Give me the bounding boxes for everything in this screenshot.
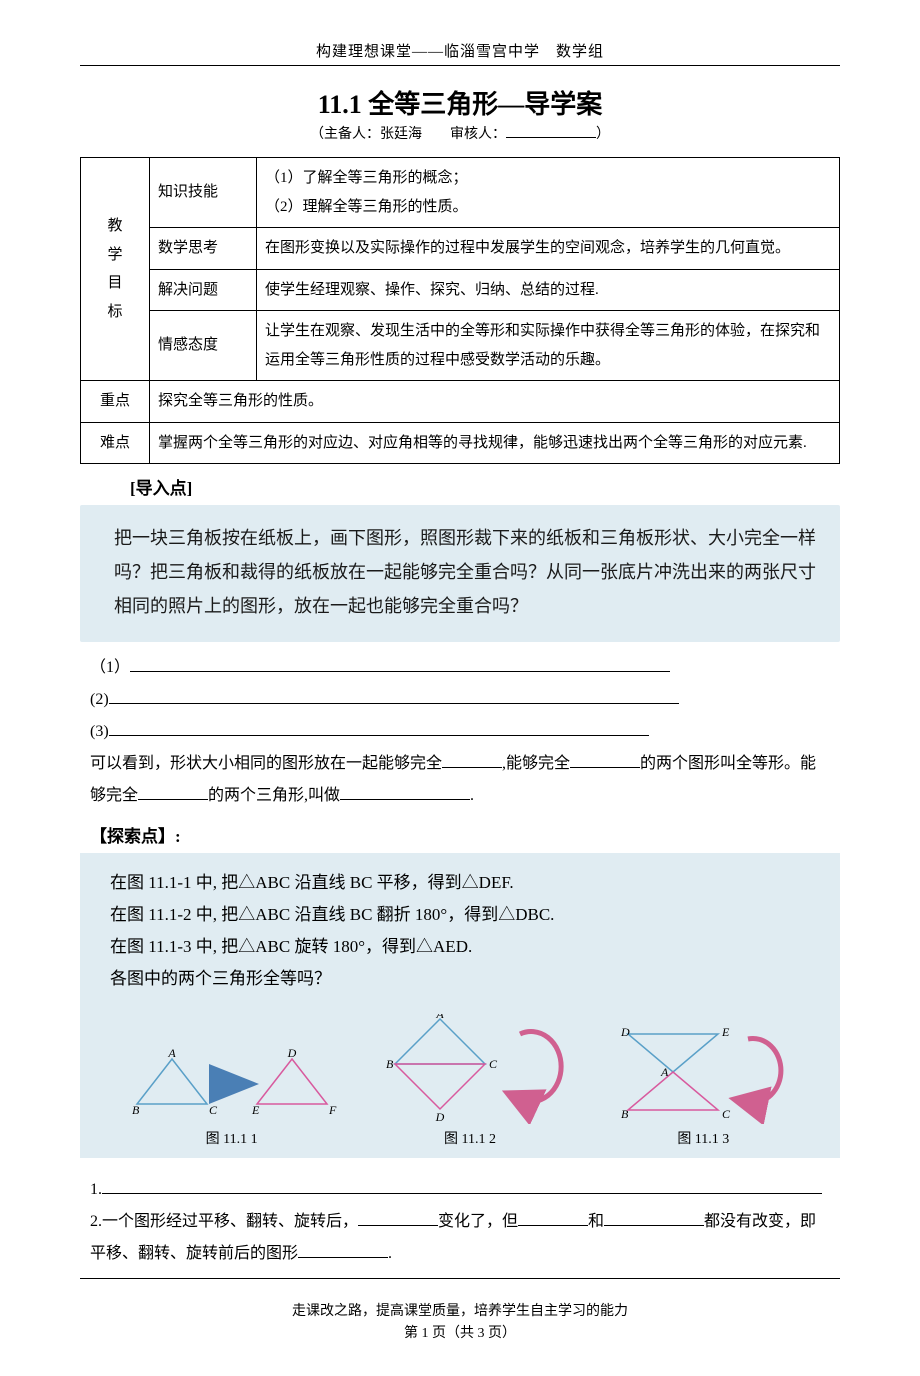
- intro-blanks: （1） (2) (3) 可以看到，形状大小相同的图形放在一起能够完全 ,能够完全的…: [80, 652, 840, 812]
- fig1-svg: A B C D E F: [127, 1049, 337, 1124]
- after-blank1[interactable]: [102, 1179, 822, 1194]
- figure-2: A B C D 图 11.1 2: [370, 1014, 570, 1148]
- header-rule: [80, 65, 840, 66]
- page-header: 构建理想课堂——临淄雪宫中学 数学组: [80, 40, 840, 61]
- zhongdian-content: 探究全等三角形的性质。: [150, 381, 840, 423]
- intro-section-label: [导入点]: [130, 474, 840, 499]
- fig2-svg: A B C D: [370, 1014, 570, 1124]
- fig3-caption: 图 11.1 3: [603, 1128, 803, 1148]
- page-title: 11.1 全等三角形—导学案: [80, 84, 840, 121]
- explore-section-label: 【探索点】:: [90, 822, 840, 847]
- svg-text:E: E: [721, 1025, 730, 1039]
- p1e: .: [470, 787, 474, 804]
- blank3-label: (3): [90, 723, 109, 740]
- p1a: 可以看到，形状大小相同的图形放在一起能够完全: [90, 755, 442, 772]
- fig3-svg: D E A B C: [603, 1024, 803, 1124]
- exp-line-3: 各图中的两个三角形全等吗？: [110, 963, 820, 995]
- after-explore: 1. 2.一个图形经过平移、翻转、旋转后，变化了，但和都没有改变，即平移、翻转、…: [80, 1174, 840, 1270]
- subtitle: （主备人：张廷海 审核人： ）: [80, 123, 840, 143]
- after-l2b: 变化了，但: [438, 1213, 518, 1230]
- explore-box: 在图 11.1-1 中, 把△ABC 沿直线 BC 平移，得到△DEF. 在图 …: [80, 853, 840, 1158]
- figure-row: A B C D E F 图 11.1 1 A: [110, 1014, 820, 1148]
- p1-blank4[interactable]: [340, 785, 470, 800]
- exp-line-2: 在图 11.1-3 中, 把△ABC 旋转 180°，得到△AED.: [110, 931, 820, 963]
- intro-box: 把一块三角板按在纸板上，画下图形，照图形裁下来的纸板和三角板形状、大小完全一样吗…: [80, 505, 840, 642]
- row-content-0: （1）了解全等三角形的概念；（2）理解全等三角形的性质。: [257, 158, 840, 228]
- row-label-1: 数学思考: [150, 228, 257, 270]
- after-l2c: 和: [588, 1213, 604, 1230]
- p1-blank3[interactable]: [138, 785, 208, 800]
- footer-rule: [80, 1278, 840, 1279]
- after-blank2[interactable]: [358, 1211, 438, 1226]
- subtitle-suffix: ）: [596, 127, 610, 142]
- fig1-caption: 图 11.1 1: [127, 1128, 337, 1148]
- subtitle-prefix: （主备人：张廷海 审核人：: [310, 127, 506, 142]
- p1-blank2[interactable]: [570, 753, 640, 768]
- fig2-caption: 图 11.1 2: [370, 1128, 570, 1148]
- side-label: 教学目标: [81, 158, 150, 381]
- figure-3: D E A B C 图 11.1 3: [603, 1024, 803, 1148]
- blank2-label: (2): [90, 691, 109, 708]
- nandian-label: 难点: [81, 422, 150, 464]
- blank2-line[interactable]: [109, 689, 679, 704]
- explore-lines: 在图 11.1-1 中, 把△ABC 沿直线 BC 平移，得到△DEF. 在图 …: [110, 867, 820, 996]
- blank1-label: （1）: [90, 659, 130, 676]
- after-l2a: 2.一个图形经过平移、翻转、旋转后，: [90, 1213, 358, 1230]
- row-content-3: 让学生在观察、发现生活中的全等形和实际操作中获得全等三角形的体验，在探究和运用全…: [257, 311, 840, 381]
- svg-text:C: C: [209, 1103, 218, 1117]
- exp-line-1: 在图 11.1-2 中, 把△ABC 沿直线 BC 翻折 180°，得到△DBC…: [110, 899, 820, 931]
- svg-text:B: B: [386, 1057, 394, 1071]
- after-l2e: .: [388, 1245, 392, 1262]
- svg-text:D: D: [620, 1025, 630, 1039]
- svg-text:A: A: [167, 1049, 176, 1060]
- after-blank4[interactable]: [604, 1211, 704, 1226]
- figure-1: A B C D E F 图 11.1 1: [127, 1049, 337, 1148]
- row-label-2: 解决问题: [150, 269, 257, 311]
- row-content-2: 使学生经理观察、操作、探究、归纳、总结的过程.: [257, 269, 840, 311]
- svg-text:B: B: [132, 1103, 140, 1117]
- svg-text:E: E: [251, 1103, 260, 1117]
- svg-text:D: D: [435, 1110, 445, 1124]
- page-footer: 走课改之路，提高课堂质量，培养学生自主学习的能力 第 1 页（共 3 页）: [80, 1301, 840, 1346]
- p1d: 的两个三角形,叫做: [208, 787, 340, 804]
- p1b: ,能够完全: [502, 755, 570, 772]
- footer-line2: 第 1 页（共 3 页）: [80, 1323, 840, 1345]
- svg-text:B: B: [621, 1107, 629, 1121]
- exp-line-0: 在图 11.1-1 中, 把△ABC 沿直线 BC 平移，得到△DEF.: [110, 867, 820, 899]
- reviewer-blank[interactable]: [506, 123, 596, 138]
- objectives-table: 教学目标 知识技能 （1）了解全等三角形的概念；（2）理解全等三角形的性质。 数…: [80, 157, 840, 464]
- row-label-0: 知识技能: [150, 158, 257, 228]
- after-l1: 1.: [90, 1181, 102, 1198]
- svg-text:C: C: [722, 1107, 731, 1121]
- svg-text:C: C: [489, 1057, 498, 1071]
- footer-line1: 走课改之路，提高课堂质量，培养学生自主学习的能力: [80, 1301, 840, 1323]
- row-label-3: 情感态度: [150, 311, 257, 381]
- row-content-1: 在图形变换以及实际操作的过程中发展学生的空间观念，培养学生的几何直觉。: [257, 228, 840, 270]
- svg-text:A: A: [660, 1065, 669, 1079]
- p1-blank1[interactable]: [442, 753, 502, 768]
- blank3-line[interactable]: [109, 721, 649, 736]
- svg-text:F: F: [328, 1103, 337, 1117]
- after-blank3[interactable]: [518, 1211, 588, 1226]
- after-blank5[interactable]: [298, 1243, 388, 1258]
- blank1-line[interactable]: [130, 657, 670, 672]
- svg-text:D: D: [286, 1049, 296, 1060]
- svg-text:A: A: [435, 1014, 444, 1021]
- nandian-content: 掌握两个全等三角形的对应边、对应角相等的寻找规律，能够迅速找出两个全等三角形的对…: [150, 422, 840, 464]
- zhongdian-label: 重点: [81, 381, 150, 423]
